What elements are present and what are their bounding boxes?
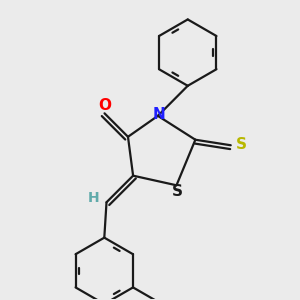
Text: S: S [236, 137, 247, 152]
Text: S: S [172, 184, 183, 200]
Text: N: N [153, 107, 165, 122]
Text: H: H [87, 191, 99, 205]
Text: O: O [98, 98, 111, 113]
